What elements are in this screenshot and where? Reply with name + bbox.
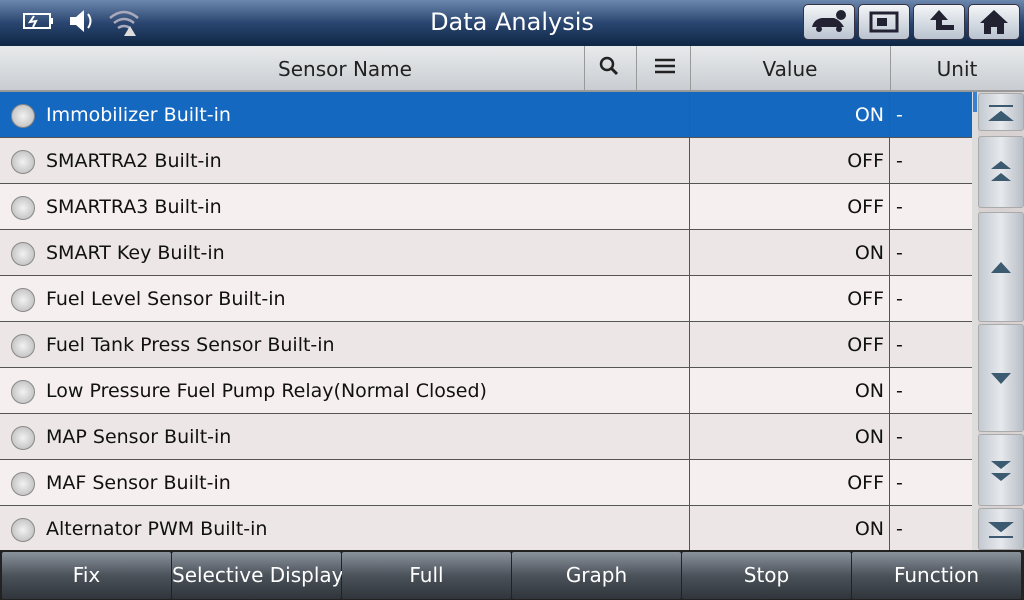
row-radio[interactable]	[11, 150, 35, 174]
sensor-name: Alternator PWM Built-in	[46, 518, 268, 540]
sensor-name: MAF Sensor Built-in	[46, 472, 231, 494]
row-radio[interactable]	[11, 380, 35, 404]
table-row[interactable]: Fuel Tank Press Sensor Built-in OFF -	[0, 322, 972, 368]
status-icons	[23, 10, 139, 36]
footer-button[interactable]: Function	[852, 552, 1021, 599]
sensor-value: OFF	[847, 472, 884, 494]
divider	[889, 506, 890, 550]
sensor-value: ON	[854, 380, 884, 402]
divider	[689, 92, 690, 137]
row-radio[interactable]	[11, 288, 35, 312]
scroll-track	[972, 92, 978, 550]
table-row[interactable]: SMARTRA2 Built-in OFF -	[0, 138, 972, 184]
sensor-value: OFF	[847, 150, 884, 172]
footer-button[interactable]: Graph	[512, 552, 681, 599]
row-radio[interactable]	[11, 334, 35, 358]
table-row[interactable]: Immobilizer Built-in ON -	[0, 92, 972, 138]
table-row[interactable]: MAP Sensor Built-in ON -	[0, 414, 972, 460]
sensor-value: ON	[854, 242, 884, 264]
sensor-unit: -	[896, 196, 903, 218]
divider	[889, 368, 890, 413]
footer-bar: Fix Selective Display Full Graph Stop Functio…	[0, 550, 1024, 600]
back-button[interactable]	[913, 4, 965, 40]
footer-button[interactable]: Full	[342, 552, 511, 599]
row-radio[interactable]	[11, 472, 35, 496]
footer-button[interactable]: Stop	[682, 552, 851, 599]
divider	[689, 230, 690, 275]
divider	[689, 506, 690, 550]
capture-button[interactable]	[858, 4, 910, 40]
row-radio[interactable]	[11, 426, 35, 450]
sensor-name: SMARTRA3 Built-in	[46, 196, 222, 218]
divider	[889, 92, 890, 137]
sensor-name: Fuel Level Sensor Built-in	[46, 288, 286, 310]
row-radio[interactable]	[11, 196, 35, 220]
table-row[interactable]: Low Pressure Fuel Pump Relay(Normal Clos…	[0, 368, 972, 414]
row-radio[interactable]	[11, 518, 35, 542]
sensor-unit: -	[896, 242, 903, 264]
divider	[689, 184, 690, 229]
divider	[689, 414, 690, 459]
scroll-page-down-button[interactable]	[978, 434, 1024, 506]
divider	[689, 368, 690, 413]
sensor-value: ON	[854, 426, 884, 448]
column-header: Sensor Name	[278, 57, 412, 81]
divider	[689, 138, 690, 183]
divider	[689, 460, 690, 505]
footer-button[interactable]: Fix	[2, 552, 171, 599]
divider	[889, 460, 890, 505]
title-bar: Data Analysis	[0, 0, 1024, 46]
search-icon[interactable]	[598, 55, 622, 79]
title: Data Analysis	[430, 8, 594, 36]
sensor-name: SMART Key Built-in	[46, 242, 225, 264]
divider	[689, 322, 690, 367]
sensor-value: ON	[854, 518, 884, 540]
divider	[889, 230, 890, 275]
scroll-bottom-button[interactable]	[978, 508, 1024, 550]
sensor-unit: -	[896, 150, 903, 172]
sensor-unit: -	[896, 334, 903, 356]
sensor-name: Low Pressure Fuel Pump Relay(Normal Clos…	[46, 380, 487, 402]
sensor-value: OFF	[847, 334, 884, 356]
table-row[interactable]: Alternator PWM Built-in ON -	[0, 506, 972, 550]
menu-icon[interactable]	[653, 55, 677, 79]
divider	[689, 276, 690, 321]
sensor-unit: -	[896, 426, 903, 448]
divider	[889, 414, 890, 459]
sensor-unit: -	[896, 104, 903, 126]
table-body: Immobilizer Built-in ON - SMARTRA2 Built-in…	[0, 92, 972, 550]
sensor-name: Fuel Tank Press Sensor Built-in	[46, 334, 335, 356]
sensor-unit: -	[896, 472, 903, 494]
scroll-down-button[interactable]	[978, 324, 1024, 432]
column-header: Unit	[936, 57, 978, 81]
sensor-name: SMARTRA2 Built-in	[46, 150, 222, 172]
scroll-up-button[interactable]	[978, 212, 1024, 322]
sensor-name: Immobilizer Built-in	[46, 104, 231, 126]
sensor-unit: -	[896, 288, 903, 310]
divider	[889, 138, 890, 183]
row-radio[interactable]	[11, 104, 35, 128]
footer-button[interactable]: Selective Display	[172, 552, 343, 599]
column-header: Value	[762, 57, 818, 81]
sensor-unit: -	[896, 518, 903, 540]
home-button[interactable]	[968, 4, 1020, 40]
sensor-value: ON	[854, 104, 884, 126]
sensor-value: OFF	[847, 196, 884, 218]
sensor-value: OFF	[847, 288, 884, 310]
divider	[889, 276, 890, 321]
sensor-name: MAP Sensor Built-in	[46, 426, 232, 448]
table-row[interactable]: MAF Sensor Built-in OFF -	[0, 460, 972, 506]
scroll-page-up-button[interactable]	[978, 136, 1024, 208]
table-row[interactable]: SMART Key Built-in ON -	[0, 230, 972, 276]
vehicle-info-button[interactable]	[803, 4, 855, 40]
table-row[interactable]: Fuel Level Sensor Built-in OFF -	[0, 276, 972, 322]
divider	[889, 184, 890, 229]
sensor-unit: -	[896, 380, 903, 402]
table-header: Sensor Name Value Unit	[0, 46, 1024, 92]
divider	[889, 322, 890, 367]
table-row[interactable]: SMARTRA3 Built-in OFF -	[0, 184, 972, 230]
row-radio[interactable]	[11, 242, 35, 266]
scroll-top-button[interactable]	[978, 93, 1024, 131]
